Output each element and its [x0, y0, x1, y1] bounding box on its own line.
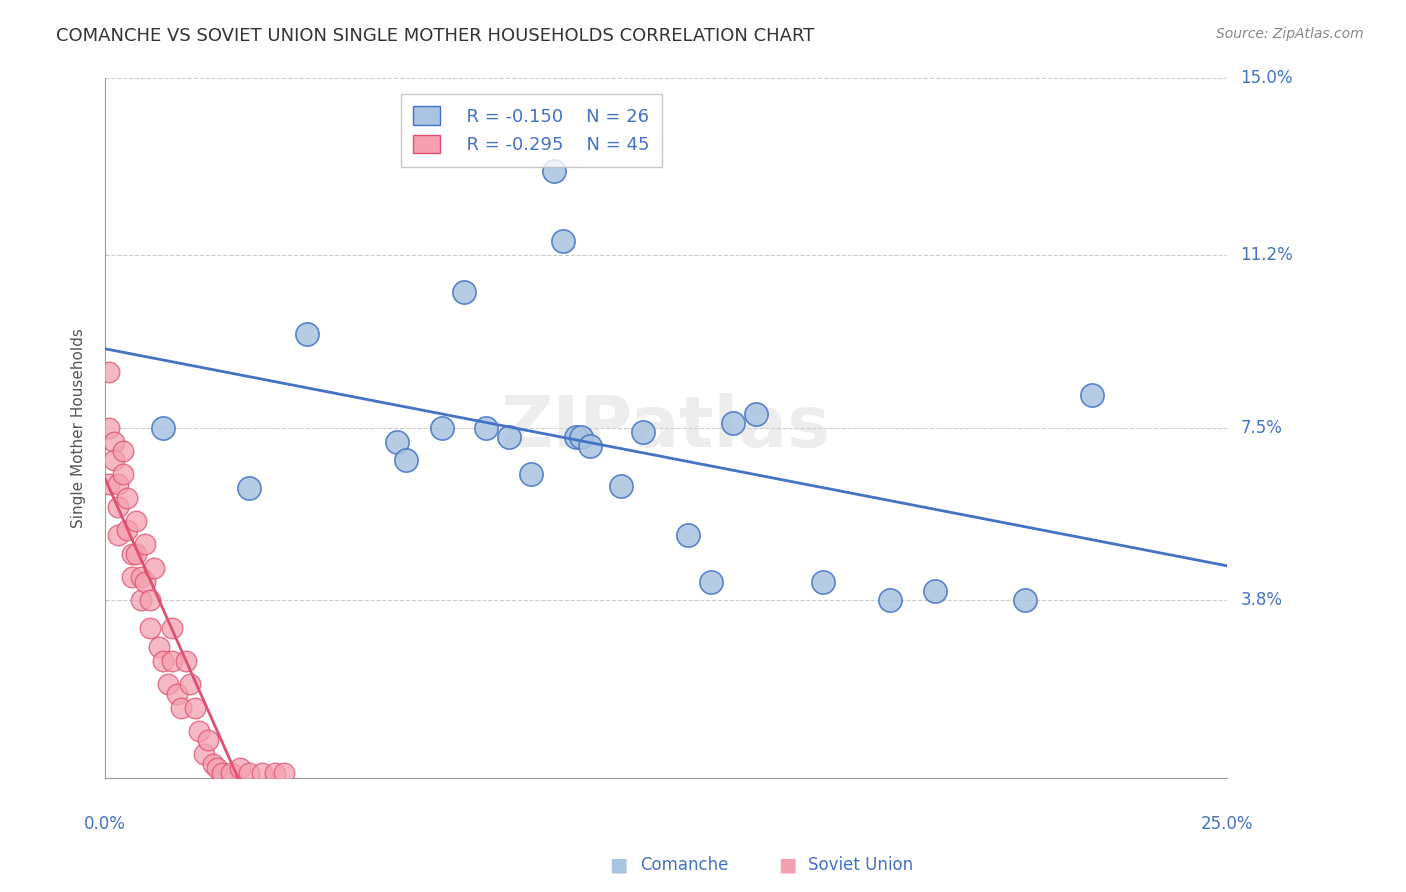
- Point: [107, 528, 129, 542]
- Point: [250, 766, 273, 780]
- Text: 15.0%: 15.0%: [1240, 69, 1292, 87]
- Text: 25.0%: 25.0%: [1201, 815, 1253, 833]
- Point: [273, 766, 295, 780]
- Point: [520, 467, 543, 482]
- Point: [543, 164, 565, 178]
- Point: [162, 621, 184, 635]
- Y-axis label: Single Mother Households: Single Mother Households: [72, 327, 86, 527]
- Point: [143, 560, 166, 574]
- Point: [98, 420, 121, 434]
- Point: [152, 420, 174, 434]
- Point: [162, 654, 184, 668]
- Point: [924, 584, 946, 599]
- Point: [166, 687, 188, 701]
- Point: [205, 761, 228, 775]
- Point: [610, 479, 633, 493]
- Point: [475, 420, 498, 434]
- Text: 7.5%: 7.5%: [1240, 418, 1282, 437]
- Point: [174, 654, 197, 668]
- Point: [678, 528, 700, 542]
- Point: [1014, 593, 1036, 607]
- Point: [121, 547, 143, 561]
- Text: ZIPatlas: ZIPatlas: [501, 393, 831, 462]
- Legend:   R = -0.150    N = 26,   R = -0.295    N = 45: R = -0.150 N = 26, R = -0.295 N = 45: [401, 94, 662, 167]
- Point: [117, 524, 139, 538]
- Point: [197, 733, 219, 747]
- Point: [98, 365, 121, 379]
- Text: 3.8%: 3.8%: [1240, 591, 1282, 609]
- Text: ■: ■: [609, 855, 628, 875]
- Point: [879, 593, 901, 607]
- Point: [498, 430, 520, 444]
- Point: [125, 547, 148, 561]
- Point: [551, 234, 574, 248]
- Point: [134, 574, 156, 589]
- Point: [228, 761, 250, 775]
- Point: [125, 514, 148, 528]
- Point: [201, 756, 224, 771]
- Point: [744, 407, 766, 421]
- Point: [184, 700, 207, 714]
- Point: [1081, 388, 1104, 402]
- Point: [152, 654, 174, 668]
- Text: Comanche: Comanche: [640, 856, 728, 874]
- Text: Soviet Union: Soviet Union: [808, 856, 914, 874]
- Point: [569, 430, 592, 444]
- Point: [633, 425, 655, 440]
- Point: [188, 724, 211, 739]
- Point: [103, 434, 125, 449]
- Text: Source: ZipAtlas.com: Source: ZipAtlas.com: [1216, 27, 1364, 41]
- Point: [98, 476, 121, 491]
- Text: 11.2%: 11.2%: [1240, 246, 1294, 264]
- Point: [394, 453, 416, 467]
- Point: [156, 677, 179, 691]
- Point: [211, 766, 233, 780]
- Point: [139, 621, 162, 635]
- Point: [238, 481, 260, 495]
- Point: [139, 593, 162, 607]
- Point: [721, 416, 744, 430]
- Point: [107, 500, 129, 514]
- Point: [129, 570, 152, 584]
- Point: [134, 537, 156, 551]
- Point: [107, 476, 129, 491]
- Point: [129, 593, 152, 607]
- Point: [453, 285, 475, 300]
- Point: [170, 700, 193, 714]
- Point: [700, 574, 723, 589]
- Point: [430, 420, 453, 434]
- Point: [264, 766, 287, 780]
- Point: [117, 491, 139, 505]
- Point: [148, 640, 170, 654]
- Point: [295, 327, 318, 342]
- Point: [385, 434, 408, 449]
- Point: [578, 439, 600, 453]
- Point: [238, 766, 260, 780]
- Point: [121, 570, 143, 584]
- Text: ■: ■: [778, 855, 797, 875]
- Point: [179, 677, 201, 691]
- Point: [193, 747, 215, 762]
- Point: [219, 766, 242, 780]
- Point: [103, 453, 125, 467]
- Point: [111, 467, 134, 482]
- Point: [811, 574, 834, 589]
- Point: [111, 444, 134, 458]
- Text: 0.0%: 0.0%: [84, 815, 127, 833]
- Text: COMANCHE VS SOVIET UNION SINGLE MOTHER HOUSEHOLDS CORRELATION CHART: COMANCHE VS SOVIET UNION SINGLE MOTHER H…: [56, 27, 814, 45]
- Point: [565, 430, 588, 444]
